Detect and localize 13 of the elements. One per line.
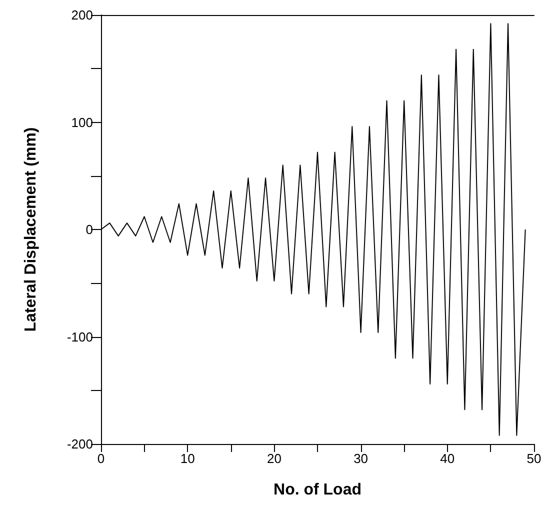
x-tick-label: 40 [440,451,455,466]
x-tick-label: 10 [180,451,195,466]
y-tick-label: 200 [71,8,93,22]
x-tick-label: 50 [526,451,542,466]
y-axis-title: Lateral Displacement (mm) [22,127,40,332]
x-tick-label: 0 [97,451,105,466]
y-tick-label: -200 [66,436,93,452]
x-tick-label: 20 [266,451,282,466]
y-tick-label: 0 [86,222,93,237]
y-tick-label: 100 [71,114,93,130]
x-axis-title: No. of Load [274,482,362,498]
y-tick-label: -100 [66,329,93,344]
x-tick-label: 30 [354,451,368,466]
